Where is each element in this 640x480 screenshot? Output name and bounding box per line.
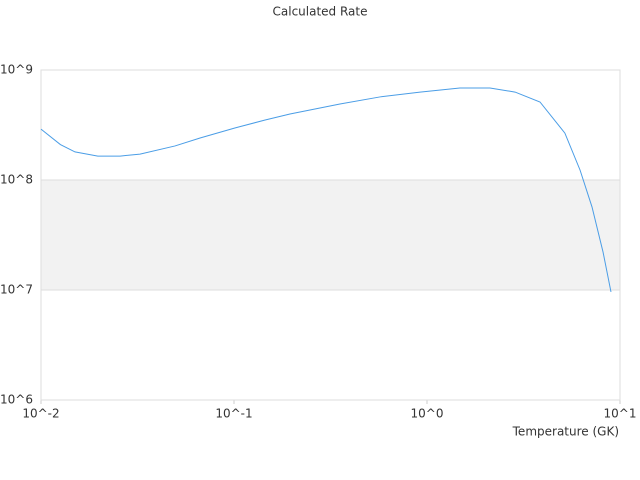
x-tick-label: 10^0 <box>411 407 444 421</box>
plot-border <box>40 69 621 401</box>
data-line <box>40 87 612 293</box>
x-axis-label: Temperature (GK) <box>512 425 619 439</box>
chart-title: Calculated Rate <box>273 5 368 19</box>
y-tick-label: 10^8 <box>0 173 33 187</box>
y-tick-label: 10^7 <box>0 283 33 297</box>
x-tick-label: 10^1 <box>604 407 637 421</box>
y-tick-label: 10^6 <box>0 393 33 407</box>
x-tick-label: 10^-2 <box>22 407 59 421</box>
x-tick-label: 10^-1 <box>215 407 252 421</box>
y-tick-label: 10^9 <box>0 63 33 77</box>
grid-band <box>41 180 620 290</box>
